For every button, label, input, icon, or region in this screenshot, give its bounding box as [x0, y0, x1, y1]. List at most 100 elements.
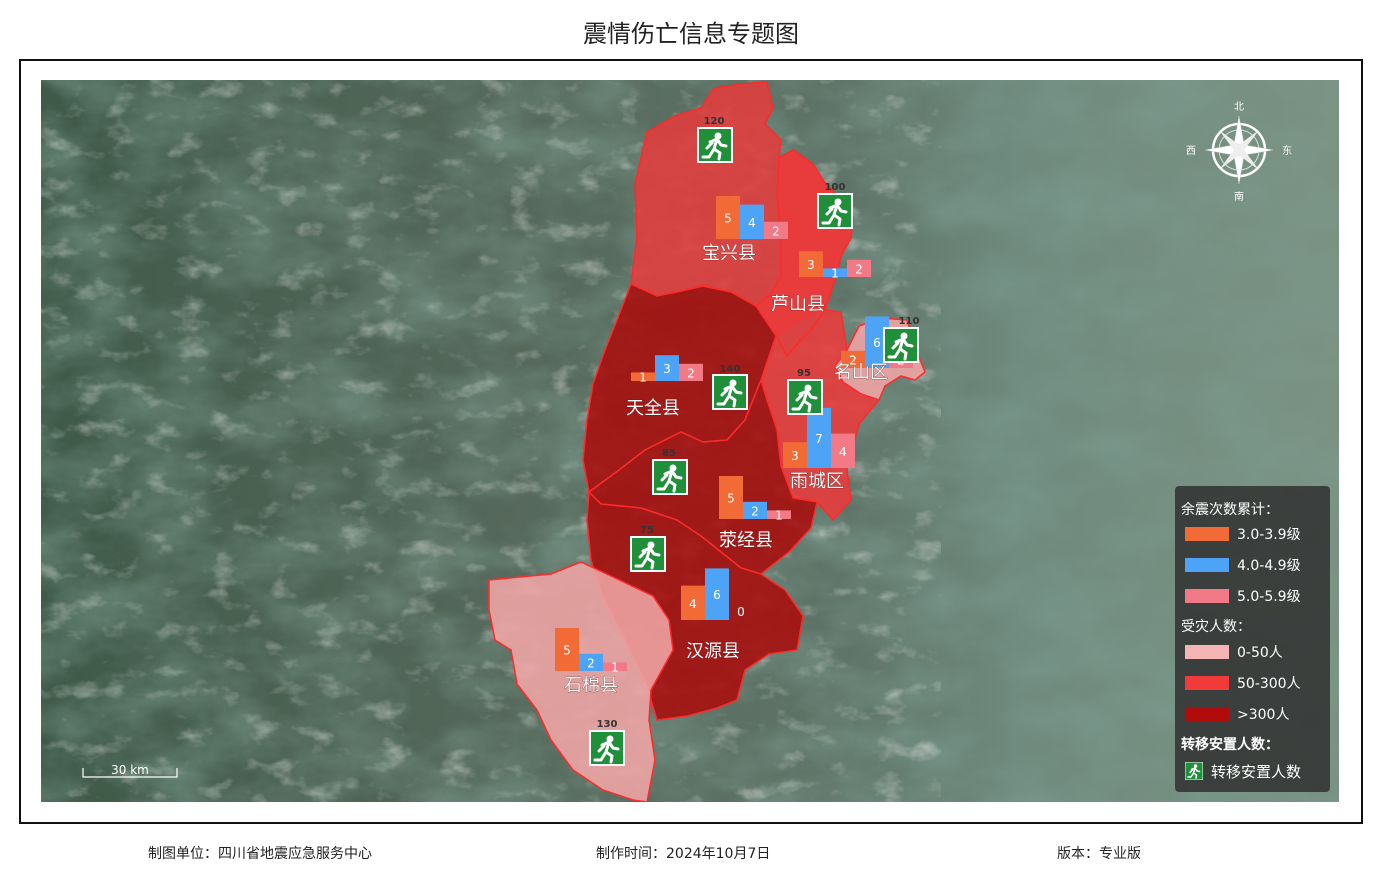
- aftershock-bar: [799, 251, 823, 277]
- aftershock-bar: [767, 510, 791, 519]
- aftershock-bar-label: 1: [639, 371, 647, 385]
- legend-swatch: [1185, 558, 1229, 572]
- aftershock-bar: [579, 653, 603, 671]
- aftershock-bar: [679, 363, 703, 381]
- legend-item-m3: 3.0-3.9级: [1185, 525, 1301, 543]
- map-legend: 余震次数累计： 3.0-3.9级 4.0-4.9级 5.0-5.9级 受灾人数：…: [1175, 486, 1330, 792]
- aftershock-bar-label: 4: [748, 216, 756, 230]
- aftershock-bar: [705, 568, 729, 620]
- legend-swatch: [1185, 589, 1229, 603]
- legend-item-m4: 4.0-4.9级: [1185, 556, 1301, 574]
- legend-swatch: [1185, 707, 1229, 721]
- county-name: 芦山县: [771, 294, 825, 315]
- legend-item-m5: 5.0-5.9级: [1185, 587, 1301, 605]
- aftershock-bar-label: 7: [815, 432, 823, 446]
- county-name: 汉源县: [686, 641, 740, 662]
- running-person-icon[interactable]: [817, 193, 853, 229]
- relocated-count: 120: [704, 116, 725, 127]
- legend-relocation-title: 转移安置人数：: [1181, 737, 1279, 753]
- legend-item-low: 0-50人: [1185, 643, 1283, 661]
- legend-swatch: [1185, 645, 1229, 659]
- scale-label: 30 km: [111, 763, 149, 777]
- aftershock-bar-label: 2: [772, 224, 780, 238]
- aftershock-bar: [847, 259, 871, 277]
- aftershock-bar: [743, 501, 767, 519]
- legend-item-high: >300人: [1185, 705, 1289, 723]
- aftershock-bar-label: 3: [663, 362, 671, 376]
- map-area[interactable]: 542312262132374521460521 120100110140958…: [41, 80, 1339, 802]
- thematic-map[interactable]: 542312262132374521460521 120100110140958…: [41, 80, 1339, 802]
- aftershock-bar-label: 1: [831, 267, 839, 281]
- aftershock-bar-label: 6: [713, 588, 721, 602]
- aftershock-bar-label: 3: [791, 449, 799, 463]
- running-person-icon[interactable]: [883, 327, 919, 363]
- aftershock-bar: [631, 372, 655, 381]
- legend-aftershock-title: 余震次数累计：: [1181, 502, 1279, 518]
- compass-rose: 北 南 东 西: [1186, 101, 1292, 203]
- aftershock-bar: [831, 433, 855, 468]
- county-name: 荥经县: [719, 530, 773, 551]
- aftershock-bar: [783, 442, 807, 468]
- aftershock-bar-label: 2: [849, 353, 857, 367]
- aftershock-bar-label: 4: [689, 597, 697, 611]
- running-person-icon[interactable]: [787, 379, 823, 415]
- legend-swatch: [1185, 676, 1229, 690]
- compass-east: 东: [1282, 144, 1292, 157]
- county-name: 石棉县: [564, 675, 618, 696]
- relocated-count: 100: [825, 182, 846, 193]
- footer-unit: 制图单位：四川省地震应急服务中心: [148, 846, 372, 862]
- relocated-count: 75: [640, 525, 654, 536]
- relocated-count: 140: [720, 364, 741, 375]
- compass-north: 北: [1234, 101, 1244, 113]
- aftershock-bar-label: 2: [751, 504, 759, 518]
- legend-item-relocation: 转移安置人数: [1185, 762, 1301, 781]
- aftershock-bar: [716, 196, 740, 239]
- aftershock-bar-label: 6: [873, 336, 881, 350]
- map-title: 震情伤亡信息专题图: [583, 20, 799, 48]
- footer-time: 制作时间：2024年10月7日: [596, 846, 771, 862]
- aftershock-bar: [841, 350, 865, 368]
- relocated-count: 85: [662, 448, 676, 459]
- aftershock-bar-label: 0: [737, 605, 745, 619]
- aftershock-bar-label: 5: [563, 644, 571, 658]
- aftershock-bar: [740, 204, 764, 239]
- running-person-icon: [1185, 762, 1203, 780]
- running-person-icon[interactable]: [630, 536, 666, 572]
- relocated-count: 110: [899, 316, 920, 327]
- aftershock-bar-label: 1: [775, 509, 783, 523]
- county-region[interactable]: [488, 561, 674, 802]
- legend-affected-title: 受灾人数：: [1181, 619, 1251, 635]
- county-name: 宝兴县: [702, 243, 756, 264]
- aftershock-bar-label: 2: [587, 656, 595, 670]
- relocated-count: 95: [797, 368, 811, 379]
- county-name: 名山区: [834, 362, 888, 383]
- aftershock-bar: [603, 662, 627, 671]
- aftershock-bar: [807, 407, 831, 468]
- running-person-icon[interactable]: [697, 127, 733, 163]
- footer-version: 版本：专业版: [1057, 846, 1141, 862]
- county-name: 天全县: [626, 398, 680, 419]
- running-person-icon[interactable]: [712, 374, 748, 410]
- compass-west: 西: [1186, 146, 1196, 157]
- aftershock-bar-label: 1: [611, 661, 619, 675]
- aftershock-bar: [681, 585, 705, 620]
- legend-item-mid: 50-300人: [1185, 674, 1301, 692]
- aftershock-bar: [555, 628, 579, 671]
- county-name: 雨城区: [790, 471, 844, 492]
- relocated-count: 130: [597, 719, 618, 730]
- running-person-icon[interactable]: [589, 730, 625, 766]
- aftershock-bar: [719, 476, 743, 519]
- running-person-icon[interactable]: [652, 459, 688, 495]
- legend-swatch: [1185, 527, 1229, 541]
- aftershock-bar-label: 2: [855, 262, 863, 276]
- aftershock-bar-label: 3: [807, 258, 815, 272]
- aftershock-bar: [655, 355, 679, 381]
- aftershock-bar: [764, 221, 788, 239]
- compass-south: 南: [1234, 190, 1244, 203]
- aftershock-bar-label: 5: [724, 212, 732, 226]
- scale-bar: 30 km: [82, 762, 178, 778]
- aftershock-bar: [823, 268, 847, 277]
- aftershock-bar-label: 2: [687, 366, 695, 380]
